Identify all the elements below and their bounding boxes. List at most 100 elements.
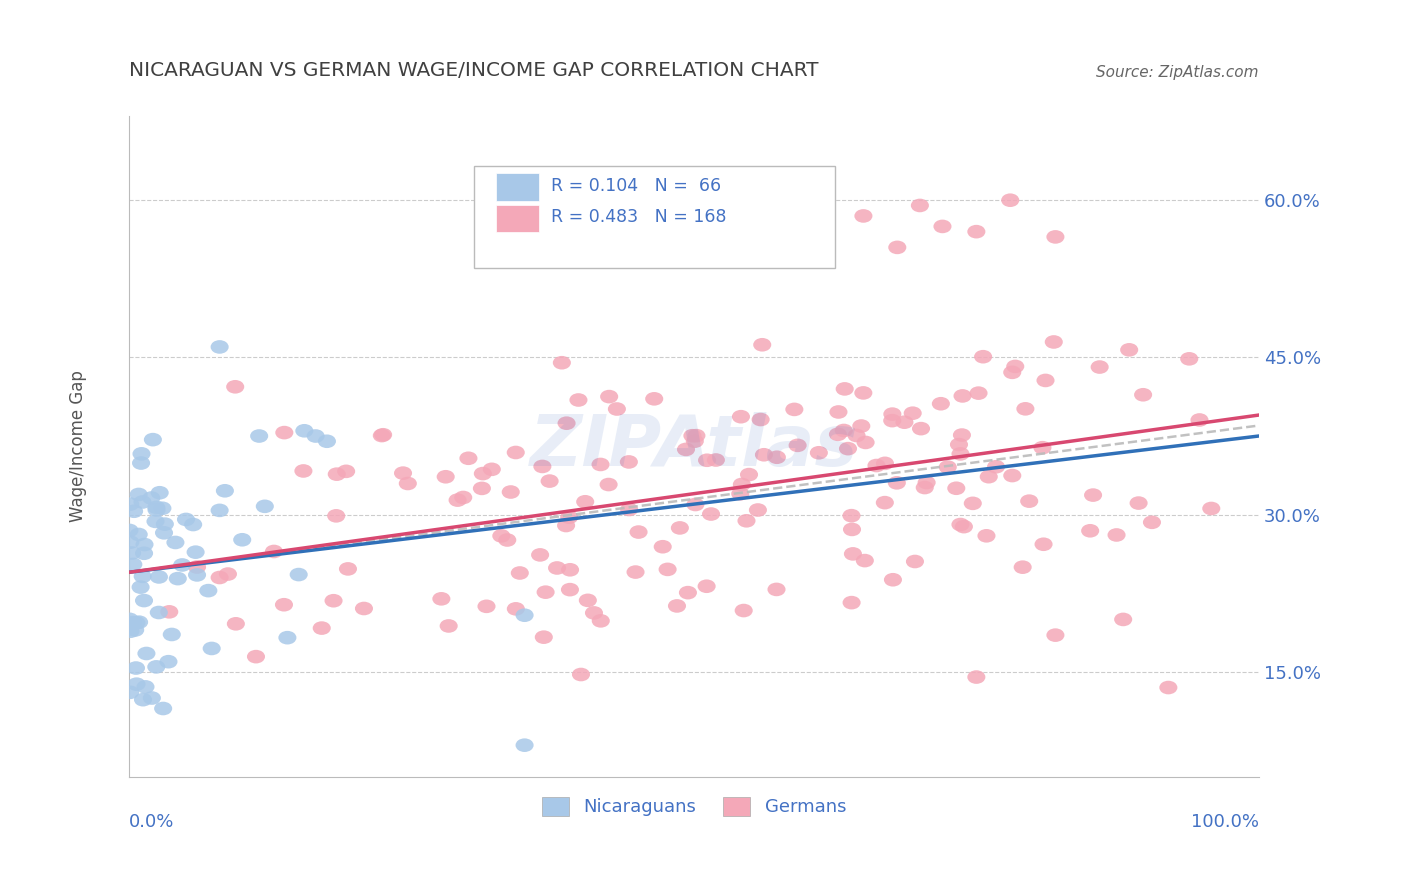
Text: NICARAGUAN VS GERMAN WAGE/INCOME GAP CORRELATION CHART: NICARAGUAN VS GERMAN WAGE/INCOME GAP COR… <box>129 61 818 80</box>
Ellipse shape <box>856 554 875 567</box>
Ellipse shape <box>876 496 894 509</box>
Ellipse shape <box>226 617 245 631</box>
Ellipse shape <box>166 536 184 549</box>
Ellipse shape <box>276 425 294 440</box>
Ellipse shape <box>896 416 914 429</box>
Ellipse shape <box>502 485 520 499</box>
Ellipse shape <box>506 446 524 459</box>
Ellipse shape <box>600 390 619 403</box>
Ellipse shape <box>1081 524 1099 538</box>
Ellipse shape <box>1036 374 1054 387</box>
Ellipse shape <box>607 402 626 416</box>
Ellipse shape <box>148 500 166 514</box>
Ellipse shape <box>1091 360 1109 374</box>
Ellipse shape <box>135 594 153 607</box>
Ellipse shape <box>737 514 755 527</box>
Ellipse shape <box>188 560 207 574</box>
Ellipse shape <box>506 602 524 615</box>
Ellipse shape <box>953 428 972 442</box>
Ellipse shape <box>980 470 998 483</box>
Ellipse shape <box>121 685 139 699</box>
Ellipse shape <box>312 622 330 635</box>
Ellipse shape <box>132 456 150 470</box>
Ellipse shape <box>264 545 283 558</box>
Ellipse shape <box>569 393 588 407</box>
Ellipse shape <box>125 505 143 518</box>
Ellipse shape <box>318 434 336 448</box>
Ellipse shape <box>531 548 550 562</box>
Ellipse shape <box>121 624 139 638</box>
Ellipse shape <box>561 582 579 597</box>
Ellipse shape <box>585 606 603 620</box>
Ellipse shape <box>510 566 529 580</box>
Ellipse shape <box>1014 560 1032 574</box>
Ellipse shape <box>307 429 325 442</box>
Ellipse shape <box>472 482 491 495</box>
Ellipse shape <box>129 488 148 501</box>
Ellipse shape <box>188 568 207 582</box>
Ellipse shape <box>883 408 901 421</box>
Ellipse shape <box>627 566 644 579</box>
Ellipse shape <box>498 533 516 547</box>
Ellipse shape <box>786 402 803 417</box>
Ellipse shape <box>630 525 648 539</box>
Ellipse shape <box>934 219 952 233</box>
Ellipse shape <box>697 580 716 593</box>
Ellipse shape <box>432 592 450 606</box>
Ellipse shape <box>733 477 751 491</box>
Text: 0.0%: 0.0% <box>129 813 174 831</box>
Ellipse shape <box>868 458 886 473</box>
Ellipse shape <box>142 491 160 505</box>
FancyBboxPatch shape <box>496 173 540 201</box>
Ellipse shape <box>1046 628 1064 642</box>
Ellipse shape <box>856 435 875 450</box>
Ellipse shape <box>482 463 501 476</box>
Text: R = 0.483   N = 168: R = 0.483 N = 168 <box>551 209 725 227</box>
Ellipse shape <box>884 573 903 587</box>
Ellipse shape <box>686 498 704 511</box>
Ellipse shape <box>955 520 973 533</box>
Ellipse shape <box>169 572 187 585</box>
Ellipse shape <box>440 619 458 632</box>
Ellipse shape <box>876 457 894 470</box>
Ellipse shape <box>150 606 167 619</box>
Ellipse shape <box>671 521 689 534</box>
Ellipse shape <box>654 540 672 554</box>
Ellipse shape <box>830 427 846 442</box>
Ellipse shape <box>1007 359 1025 373</box>
Ellipse shape <box>211 340 229 354</box>
Ellipse shape <box>143 433 162 447</box>
Ellipse shape <box>953 389 972 402</box>
Ellipse shape <box>1004 366 1021 379</box>
Ellipse shape <box>121 497 139 511</box>
Ellipse shape <box>537 585 554 599</box>
Ellipse shape <box>1114 613 1132 626</box>
Ellipse shape <box>645 392 664 406</box>
Ellipse shape <box>492 529 510 542</box>
Ellipse shape <box>848 429 866 442</box>
Ellipse shape <box>1191 413 1209 426</box>
FancyBboxPatch shape <box>496 204 540 232</box>
Ellipse shape <box>735 604 752 617</box>
Ellipse shape <box>835 382 853 396</box>
Ellipse shape <box>810 446 828 459</box>
Ellipse shape <box>211 571 229 584</box>
Ellipse shape <box>579 593 598 607</box>
Text: Wage/Income Gap: Wage/Income Gap <box>69 370 87 523</box>
Ellipse shape <box>276 598 292 612</box>
Ellipse shape <box>150 486 169 500</box>
Ellipse shape <box>755 448 773 461</box>
Ellipse shape <box>557 519 575 533</box>
Ellipse shape <box>1045 335 1063 349</box>
Ellipse shape <box>912 422 929 435</box>
Ellipse shape <box>134 693 152 706</box>
Ellipse shape <box>1033 441 1052 455</box>
Ellipse shape <box>679 586 697 599</box>
Ellipse shape <box>449 493 467 507</box>
Ellipse shape <box>474 467 492 481</box>
Text: Source: ZipAtlas.com: Source: ZipAtlas.com <box>1097 65 1258 80</box>
Ellipse shape <box>842 596 860 609</box>
Ellipse shape <box>256 500 274 513</box>
Ellipse shape <box>121 613 139 626</box>
Ellipse shape <box>143 691 160 705</box>
